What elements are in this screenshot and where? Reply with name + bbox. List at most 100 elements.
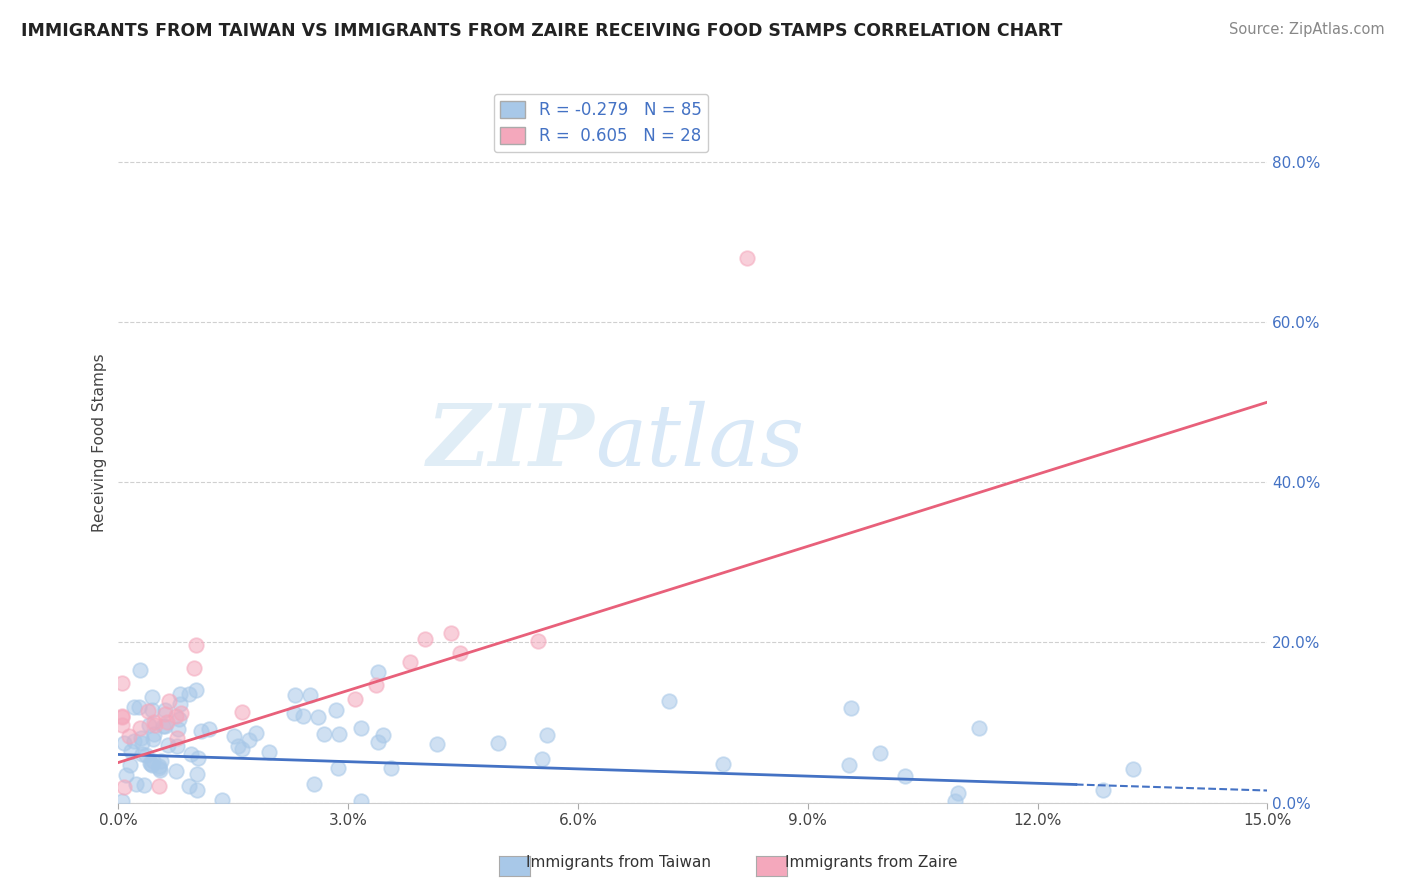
Point: [128, 663, 150, 677]
Point: [380, 762, 402, 776]
Point: [946, 787, 969, 801]
Point: [111, 794, 134, 808]
Text: IMMIGRANTS FROM TAIWAN VS IMMIGRANTS FROM ZAIRE RECEIVING FOOD STAMPS CORRELATIO: IMMIGRANTS FROM TAIWAN VS IMMIGRANTS FRO…: [21, 22, 1063, 40]
Point: [894, 769, 917, 783]
Point: [536, 728, 558, 742]
Point: [150, 755, 173, 769]
Point: [180, 747, 202, 761]
Point: [170, 706, 193, 720]
Point: [426, 737, 449, 751]
Point: [129, 721, 152, 735]
Point: [166, 731, 188, 745]
Point: [350, 794, 373, 808]
Point: [314, 726, 336, 740]
Point: [131, 736, 153, 750]
Point: [413, 632, 436, 647]
Point: [307, 710, 329, 724]
Point: [238, 732, 260, 747]
Text: Immigrants from Zaire: Immigrants from Zaire: [786, 855, 957, 870]
Point: [449, 647, 471, 661]
Y-axis label: Receiving Food Stamps: Receiving Food Stamps: [93, 353, 107, 532]
Point: [141, 690, 163, 704]
Point: [111, 718, 134, 732]
Point: [136, 704, 159, 718]
Point: [367, 665, 389, 679]
Point: [299, 688, 322, 702]
Text: Source: ZipAtlas.com: Source: ZipAtlas.com: [1229, 22, 1385, 37]
Point: [367, 735, 389, 749]
Point: [148, 779, 170, 793]
Point: [124, 699, 146, 714]
Point: [326, 761, 349, 775]
Legend: R = -0.279   N = 85, R =  0.605   N = 28: R = -0.279 N = 85, R = 0.605 N = 28: [494, 94, 709, 152]
Point: [186, 767, 208, 781]
Point: [115, 768, 138, 782]
Point: [1091, 782, 1114, 797]
Point: [122, 734, 145, 748]
Point: [179, 687, 201, 701]
Point: [142, 732, 165, 747]
Point: [120, 757, 142, 772]
Text: atlas: atlas: [595, 401, 804, 483]
Point: [186, 682, 208, 697]
Point: [138, 717, 160, 731]
Point: [187, 751, 209, 765]
Point: [165, 764, 187, 779]
Point: [112, 780, 135, 794]
Point: [157, 694, 180, 708]
Point: [111, 709, 134, 723]
Point: [838, 758, 860, 772]
Point: [440, 626, 463, 640]
Point: [190, 723, 212, 738]
Point: [153, 706, 176, 721]
Point: [211, 793, 233, 807]
Point: [141, 757, 163, 772]
Point: [111, 675, 134, 690]
Point: [167, 723, 190, 737]
Point: [325, 703, 347, 717]
Point: [231, 705, 253, 719]
Point: [120, 744, 142, 758]
Point: [943, 794, 966, 808]
Point: [344, 691, 367, 706]
Point: [111, 709, 134, 723]
Point: [349, 722, 371, 736]
Point: [245, 726, 267, 740]
Point: [198, 722, 221, 736]
Text: Immigrants from Taiwan: Immigrants from Taiwan: [526, 855, 711, 870]
Point: [869, 746, 891, 760]
Point: [967, 721, 990, 735]
Point: [366, 678, 388, 692]
Point: [371, 727, 394, 741]
Point: [166, 739, 188, 754]
Point: [186, 783, 208, 797]
Point: [148, 761, 170, 775]
Point: [531, 752, 554, 766]
Text: ZIP: ZIP: [427, 401, 595, 484]
Point: [165, 709, 187, 723]
Point: [711, 757, 734, 772]
Point: [231, 742, 253, 756]
Point: [148, 759, 170, 773]
Point: [141, 702, 163, 716]
Point: [658, 694, 681, 708]
Point: [142, 726, 165, 740]
Point: [328, 727, 350, 741]
Point: [224, 729, 246, 743]
Point: [143, 715, 166, 730]
Point: [112, 736, 135, 750]
Point: [125, 777, 148, 791]
Point: [142, 754, 165, 768]
Point: [153, 719, 176, 733]
Point: [131, 747, 153, 761]
Point: [131, 731, 153, 745]
Point: [399, 655, 422, 669]
Point: [257, 745, 280, 759]
Point: [143, 718, 166, 732]
Point: [138, 756, 160, 770]
Point: [284, 688, 307, 702]
Point: [134, 778, 156, 792]
Point: [177, 779, 200, 793]
Point: [184, 638, 207, 652]
Point: [156, 714, 179, 729]
